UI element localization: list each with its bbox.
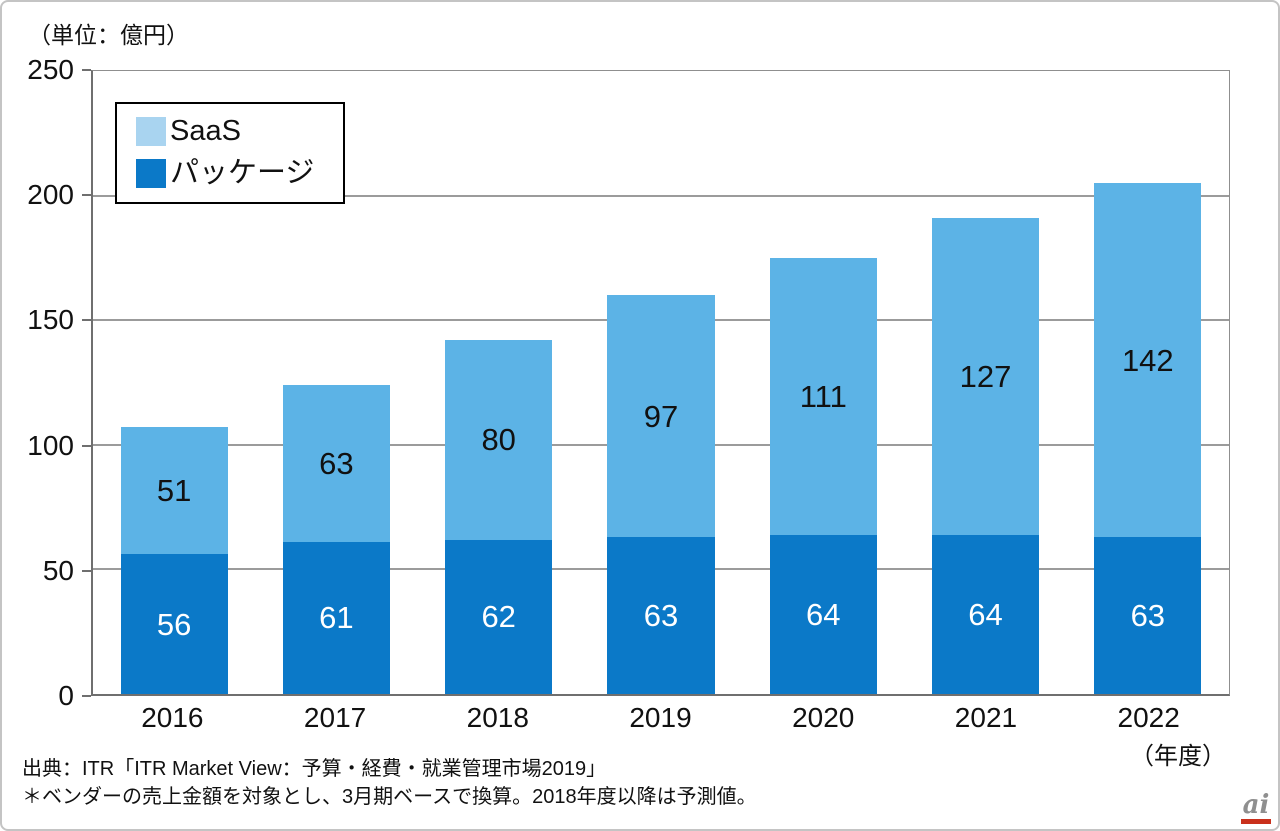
bar-segment-package-2017: 61	[282, 541, 390, 694]
watermark-text: ai	[1242, 790, 1270, 820]
y-tick-250	[82, 69, 91, 71]
bar-segment-saas-2021: 127	[931, 218, 1040, 535]
bar-value-label: 80	[481, 422, 516, 458]
stacked-bar-2017: 63 61	[282, 385, 390, 694]
gridline-200	[93, 194, 1229, 197]
bar-value-label: 127	[959, 358, 1012, 394]
bar-column-2018: 80 62	[418, 71, 580, 694]
bar-segment-package-2020: 64	[769, 534, 877, 694]
bar-value-label: 142	[1121, 342, 1174, 378]
y-tick-label: 150	[27, 304, 74, 336]
stacked-bar-2019: 97 63	[607, 295, 715, 694]
legend-item-package: パッケージ	[136, 159, 343, 188]
bar-value-label: 61	[319, 600, 354, 636]
bar-value-label: 63	[1130, 598, 1166, 633]
stacked-bar-2022: 142 63	[1094, 183, 1202, 694]
x-tick-label-2020: 2020	[792, 702, 855, 733]
bar-segment-package-2018: 62	[445, 539, 553, 694]
bar-segment-package-2019: 63	[607, 537, 715, 694]
legend-label-saas: SaaS	[170, 115, 241, 147]
bar-column-2017: 63 61	[255, 71, 417, 694]
bar-segment-saas-2020: 111	[769, 257, 877, 535]
y-tick-200	[82, 194, 91, 197]
bar-segment-saas-2018: 80	[445, 340, 553, 540]
x-tick-label-2017: 2017	[303, 702, 367, 733]
x-tick-label-2021: 2021	[954, 702, 1018, 733]
source-text: 出典：ITR「ITR Market View：予算・経費・就業管理市場2019」	[22, 758, 607, 780]
y-tick-label: 0	[58, 680, 74, 711]
stacked-bar-2021: 127 64	[931, 218, 1040, 694]
footer: 出典：ITR「ITR Market View：予算・経費・就業管理市場2019」…	[22, 755, 757, 811]
bar-value-label: 111	[799, 378, 847, 414]
watermark-bar	[1241, 819, 1271, 824]
unit-label: （単位：億円）	[28, 22, 189, 48]
bar-segment-package-2022: 63	[1094, 537, 1202, 694]
bar-series-container: 51 56 63 61 80 62 97 63 111 64 127 64 142 63	[93, 71, 1229, 694]
y-axis-labels: 0 50 100 150 200 250	[2, 56, 74, 710]
bar-column-2020: 111 64	[742, 71, 904, 694]
x-tick-label-2018: 2018	[466, 702, 529, 733]
bar-value-label: 64	[968, 596, 1003, 632]
y-tick-0	[82, 695, 91, 697]
y-axis-ticks	[82, 69, 91, 697]
bar-value-label: 51	[156, 473, 192, 509]
y-tick-label: 100	[27, 429, 74, 461]
watermark-logo: ai	[1241, 792, 1271, 824]
bar-column-2019: 97 63	[580, 71, 742, 694]
legend-swatch-saas-icon	[136, 117, 166, 146]
bar-value-label: 62	[481, 599, 516, 635]
legend-swatch-package-icon	[136, 159, 166, 188]
bar-value-label: 63	[643, 598, 679, 633]
legend-item-saas: SaaS	[136, 117, 343, 146]
bar-value-label: 63	[319, 445, 354, 481]
y-tick-label: 250	[27, 54, 74, 85]
x-tick-label-2022: 2022	[1117, 702, 1180, 733]
bar-segment-package-2016: 56	[120, 554, 228, 694]
stacked-bar-2018: 80 62	[445, 340, 553, 694]
bar-segment-saas-2016: 51	[120, 427, 228, 555]
y-tick-100	[82, 444, 91, 447]
bar-column-2016: 51 56	[93, 71, 255, 694]
x-axis-unit-label: （年度）	[1130, 743, 1226, 770]
bar-segment-saas-2019: 97	[607, 295, 715, 537]
bar-value-label: 97	[643, 398, 679, 434]
y-tick-50	[82, 569, 91, 572]
footnote-text: ＊ベンダーの売上金額を対象とし、3月期ベースで換算。2018年度以降は予測値。	[22, 786, 757, 808]
bar-segment-saas-2022: 142	[1094, 183, 1202, 537]
bar-column-2022: 142 63	[1067, 71, 1229, 694]
y-tick-label: 50	[42, 554, 74, 586]
plot-area: 51 56 63 61 80 62 97 63 111 64 127 64 142 63	[91, 70, 1230, 696]
legend-label-package: パッケージ	[170, 157, 315, 189]
bar-value-label: 64	[806, 596, 841, 632]
y-tick-label: 200	[27, 179, 74, 211]
x-tick-label-2016: 2016	[141, 702, 204, 733]
stacked-bar-2016: 51 56	[120, 427, 228, 694]
x-axis-labels: 2016 2017 2018 2019 2020 2021 2022	[91, 702, 1230, 734]
bar-column-2021: 127 64	[904, 71, 1066, 694]
bar-value-label: 56	[156, 606, 192, 642]
stacked-bar-2020: 111 64	[769, 257, 877, 694]
bar-segment-saas-2017: 63	[282, 385, 390, 542]
x-tick-label-2019: 2019	[629, 702, 692, 733]
bar-segment-package-2021: 64	[931, 534, 1040, 694]
y-tick-150	[82, 319, 91, 322]
legend: SaaS パッケージ	[115, 102, 345, 204]
